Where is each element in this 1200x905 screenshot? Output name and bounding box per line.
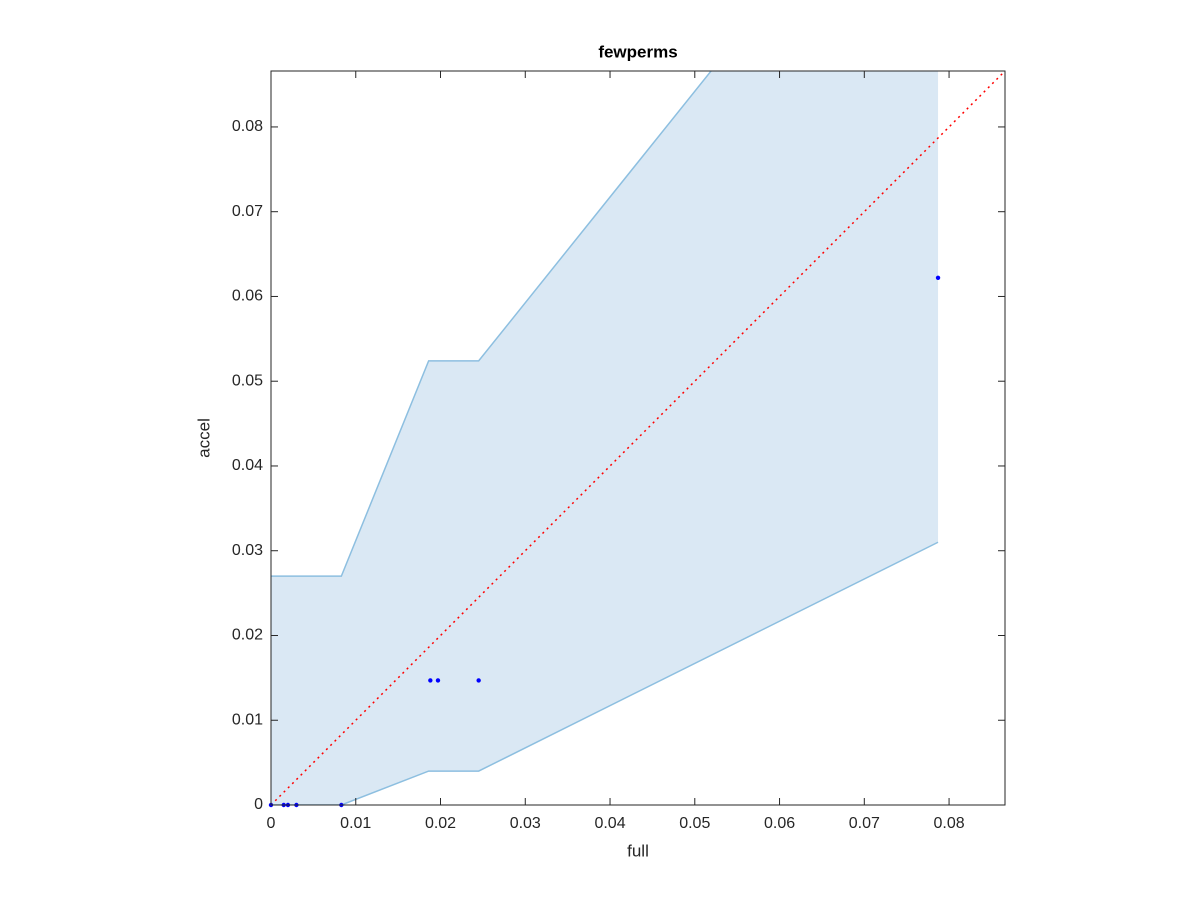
- chart-title: fewperms: [598, 42, 677, 61]
- band-lower-line: [271, 541, 939, 805]
- y-tick-label: 0.05: [232, 372, 263, 389]
- x-tick-label: 0.01: [340, 815, 371, 832]
- data-point: [435, 678, 441, 683]
- diagonal-line: [271, 71, 1005, 805]
- y-tick-label: 0: [254, 796, 263, 813]
- band-upper-line: [271, 71, 713, 577]
- plot-area: [271, 71, 1005, 805]
- y-tick-label: 0.04: [232, 457, 263, 474]
- y-tick-label: 0.07: [232, 203, 263, 220]
- y-tick-label: 0.08: [232, 118, 263, 135]
- data-point: [476, 678, 481, 683]
- band-area: [271, 71, 939, 805]
- x-tick-label: 0.04: [594, 815, 625, 832]
- y-tick-label: 0.03: [232, 542, 263, 559]
- x-tick-label: 0.07: [849, 815, 880, 832]
- x-tick-label: 0.05: [679, 815, 710, 832]
- y-axis-label: accel: [194, 418, 213, 458]
- x-tick-label: 0: [267, 815, 276, 832]
- data-point: [935, 275, 941, 281]
- x-tick-label: 0.03: [510, 815, 541, 832]
- x-tick-label: 0.08: [933, 815, 964, 832]
- y-tick-label: 0.01: [232, 711, 263, 728]
- y-tick-label: 0.06: [232, 288, 263, 305]
- x-tick-label: 0.02: [425, 815, 456, 832]
- data-point: [428, 678, 433, 683]
- x-axis-label: full: [627, 841, 649, 860]
- x-tick-label: 0.06: [764, 815, 795, 832]
- axes-box: [270, 70, 1006, 806]
- y-tick-label: 0.02: [232, 627, 263, 644]
